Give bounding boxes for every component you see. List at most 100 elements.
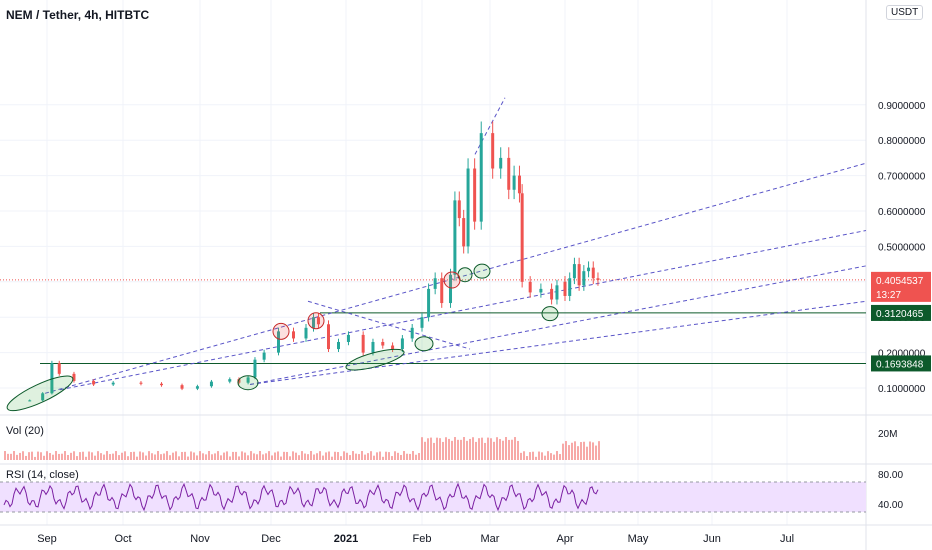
candle-body <box>440 278 444 304</box>
price-tag-label: 0.4054537 <box>876 276 924 287</box>
candle-body <box>462 218 466 247</box>
volume-bar <box>7 453 9 460</box>
volume-bar <box>253 453 255 460</box>
rsi-pane-label: RSI (14, close) <box>6 469 79 481</box>
volume-bar <box>547 451 549 460</box>
time-tick-label: Jul <box>780 533 794 545</box>
volume-bar <box>13 451 15 460</box>
volume-bar <box>379 451 381 460</box>
volume-bar <box>511 439 513 460</box>
volume-bar <box>418 453 420 460</box>
time-tick-label: Oct <box>114 533 131 545</box>
volume-bar <box>442 441 444 460</box>
time-tick-label: 2021 <box>334 533 358 545</box>
volume-bar <box>16 454 18 460</box>
rsi-tick-label: 40.00 <box>878 500 903 511</box>
annotation-ellipse <box>541 306 559 322</box>
volume-bar <box>295 452 297 460</box>
volume-bar <box>448 438 450 460</box>
candle-body <box>317 317 320 325</box>
volume-bar <box>595 445 597 460</box>
volume-bar <box>562 443 564 460</box>
volume-bar <box>166 451 168 460</box>
volume-bar <box>172 452 174 460</box>
price-tick-label: 0.7000000 <box>878 172 926 183</box>
annotation-ellipse <box>6 375 74 412</box>
volume-bar <box>178 456 180 460</box>
volume-bar <box>82 451 84 460</box>
volume-bar <box>103 454 105 460</box>
volume-bar <box>394 451 396 460</box>
volume-bar <box>79 452 81 460</box>
price-tick-label: 0.9000000 <box>878 101 926 112</box>
candle-body <box>555 285 559 300</box>
volume-bar <box>598 441 600 460</box>
volume-tick-label: 20M <box>878 429 897 440</box>
volume-bar <box>19 452 21 460</box>
volume-bar <box>301 451 303 460</box>
candle-body <box>180 385 184 389</box>
volume-bar <box>592 442 594 460</box>
volume-bar <box>520 452 522 460</box>
candle-body <box>277 331 280 353</box>
volume-bar <box>148 451 150 460</box>
volume-bar <box>439 438 441 460</box>
volume-bar <box>286 451 288 460</box>
volume-bar <box>304 453 306 460</box>
currency-button[interactable]: USDT <box>886 5 924 20</box>
volume-bar <box>268 451 270 460</box>
volume-bar <box>157 451 159 460</box>
volume-bar <box>469 438 471 460</box>
trend-line <box>307 300 471 350</box>
time-tick-label: Nov <box>190 533 210 545</box>
candle-body <box>262 352 266 360</box>
volume-bar <box>121 452 123 460</box>
volume-bar <box>115 451 117 460</box>
candle-body <box>563 281 567 296</box>
volume-bar <box>436 437 438 460</box>
volume-bar <box>112 453 114 460</box>
volume-bar <box>34 456 36 460</box>
volume-bar <box>283 451 285 460</box>
volume-bar <box>196 455 198 460</box>
time-tick-label: Feb <box>413 533 432 545</box>
volume-bar <box>487 437 489 460</box>
candle-body <box>371 341 375 353</box>
volume-bar <box>208 451 210 460</box>
volume-bar <box>67 454 69 460</box>
volume-bar <box>28 452 30 460</box>
volume-bar <box>412 451 414 460</box>
volume-bar <box>496 437 498 460</box>
volume-bar <box>322 455 324 460</box>
volume-bar <box>559 454 561 460</box>
candle-body <box>410 327 414 339</box>
rsi-line <box>3 482 599 512</box>
volume-bar <box>100 453 102 460</box>
volume-bar <box>175 451 177 460</box>
volume-bar <box>481 437 483 460</box>
volume-bar <box>433 442 435 460</box>
volume-bar <box>238 456 240 460</box>
candle-body <box>491 133 495 169</box>
annotation-circle <box>272 322 290 340</box>
volume-bar <box>382 456 384 460</box>
volume-bar <box>130 452 132 460</box>
volume-bar <box>244 452 246 460</box>
volume-bar <box>223 452 225 460</box>
volume-bar <box>229 456 231 460</box>
candle-body <box>568 278 572 296</box>
volume-bar <box>289 456 291 460</box>
volume-bar <box>73 451 75 460</box>
volume-bar <box>406 453 408 460</box>
chart-title: NEM / Tether, 4h, HITBTC <box>6 8 150 22</box>
volume-bar <box>25 455 27 460</box>
volume-bar <box>127 456 129 460</box>
volume-bar <box>124 451 126 460</box>
volume-bar <box>391 456 393 460</box>
candle-body <box>111 382 115 385</box>
volume-bar <box>94 455 96 460</box>
volume-bar <box>526 456 528 460</box>
volume-bar <box>370 451 372 460</box>
